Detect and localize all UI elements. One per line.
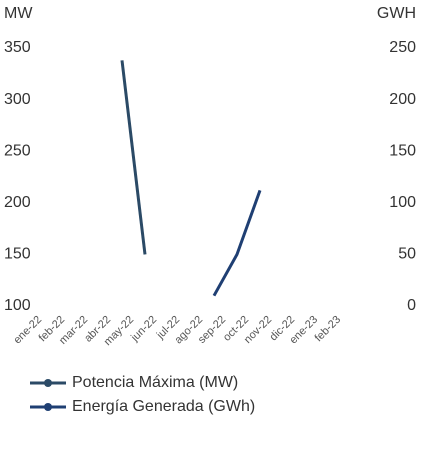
x-tick-label: ene-22 — [11, 314, 44, 347]
y-axis-label: MW — [4, 5, 33, 22]
y2-axis-label: GWH — [377, 5, 416, 22]
y-tick-label: 200 — [4, 194, 31, 211]
legend-label: Energía Generada (GWh) — [72, 398, 255, 415]
y-tick-label: 250 — [4, 142, 31, 159]
y2-tick-label: 50 — [398, 246, 416, 263]
legend-marker — [44, 403, 52, 411]
y2-tick-label: 250 — [389, 39, 416, 56]
y-tick-label: 150 — [4, 246, 31, 263]
y2-tick-label: 100 — [389, 194, 416, 211]
x-tick-label: jun-22 — [128, 314, 159, 345]
y-tick-label: 350 — [4, 39, 31, 56]
legend-label: Potencia Máxima (MW) — [72, 374, 238, 391]
y2-tick-label: 150 — [389, 142, 416, 159]
y2-tick-label: 200 — [389, 91, 416, 108]
series-line — [120, 60, 147, 255]
y2-tick-label: 0 — [407, 297, 416, 314]
y-tick-label: 300 — [4, 91, 31, 108]
y-tick-label: 100 — [4, 297, 31, 314]
x-tick-label: feb-23 — [313, 314, 344, 345]
series-line — [212, 189, 262, 297]
legend-marker — [44, 379, 52, 387]
